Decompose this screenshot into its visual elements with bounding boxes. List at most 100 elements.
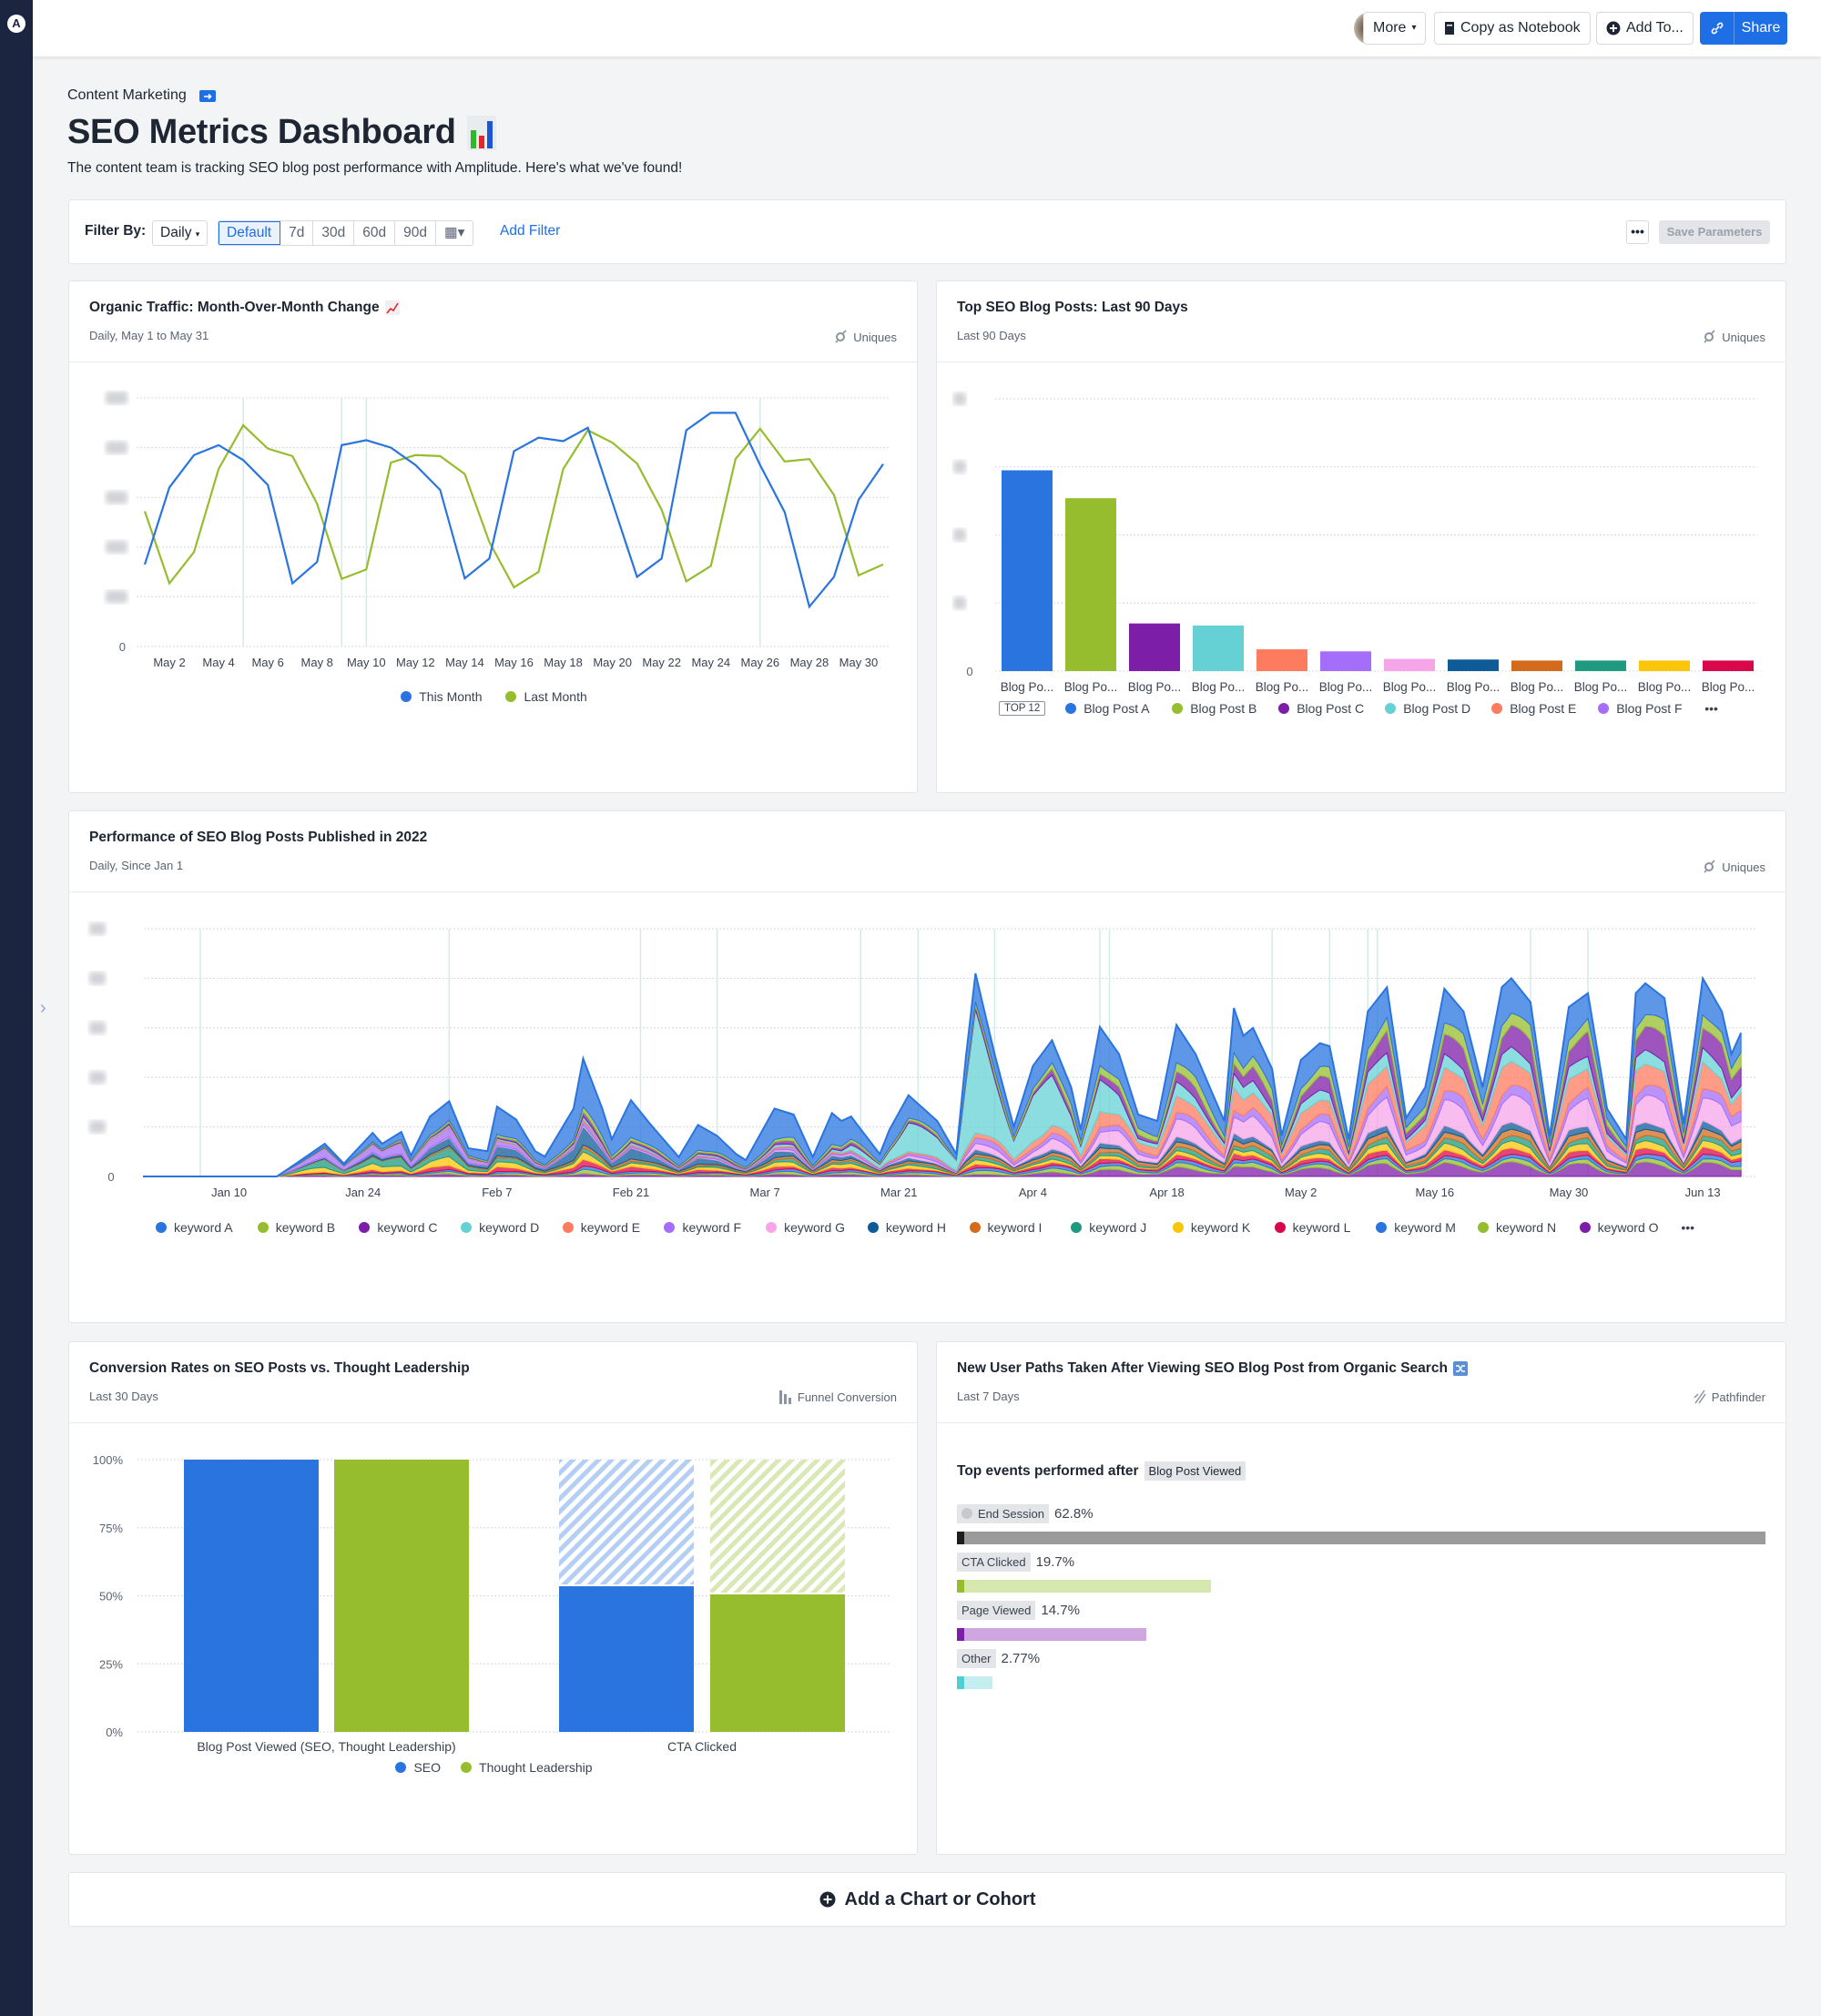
y-tick-label: 0 [119,640,126,654]
amplitude-logo-icon[interactable]: A [7,15,25,33]
range-option-30d[interactable]: 30d [313,221,355,245]
start-event-tag[interactable]: Blog Post Viewed [1144,1461,1246,1481]
event-row[interactable]: Page Viewed 14.7% [957,1601,1767,1641]
share-button[interactable]: Share [1700,12,1787,45]
legend-dot-icon [1477,1222,1489,1233]
x-tick-label: Jun 13 [1685,1186,1721,1199]
legend-item[interactable]: Blog Post C [1278,701,1385,716]
expand-sidebar-chevron-icon[interactable]: › [40,998,46,1018]
legend-item[interactable]: keyword G [766,1220,868,1235]
legend-item[interactable]: Blog Post F [1598,701,1704,716]
top-12-badge[interactable]: TOP 12 [999,701,1046,716]
interval-value: Daily [160,225,192,240]
bar [1703,660,1754,671]
card-subtitle: Last 7 Days [957,1390,1020,1403]
event-row[interactable]: Other 2.77% [957,1649,1767,1689]
event-name: Page Viewed [961,1604,1032,1617]
legend-item[interactable]: keyword L [1274,1220,1377,1235]
legend-item[interactable]: Blog Post E [1491,701,1598,716]
x-tick-label: May 2 [1285,1186,1317,1199]
x-tick-label: May 4 [202,656,234,669]
legend-dot-icon [1274,1222,1286,1233]
more-button[interactable]: More ▾ [1363,12,1427,45]
add-to-button[interactable]: Add To... [1596,12,1694,45]
add-chart-or-cohort-button[interactable]: Add a Chart or Cohort [68,1872,1786,1927]
folder-move-icon[interactable] [198,89,216,102]
card-title[interactable]: New User Paths Taken After Viewing SEO B… [957,1360,1468,1377]
y-tick-label: 75% [99,1522,123,1535]
plus-circle-icon [1606,21,1621,36]
x-tick-label: May 16 [1416,1186,1455,1199]
bar [1065,498,1116,671]
legend-item[interactable]: keyword I [969,1220,1072,1235]
card-title[interactable]: Performance of SEO Blog Posts Published … [89,830,428,845]
legend-item[interactable]: keyword C [359,1220,461,1235]
range-option-60d[interactable]: 60d [354,221,396,245]
event-bar-cap [957,1628,964,1641]
divider [69,361,917,362]
legend-item[interactable]: keyword F [664,1220,766,1235]
chart-increasing-emoji-icon [384,300,400,315]
add-filter-link[interactable]: Add Filter [500,223,561,239]
event-name-tag[interactable]: Page Viewed [957,1601,1036,1620]
legend-item[interactable]: keyword B [257,1220,360,1235]
legend-dot-icon [395,1762,407,1773]
event-row[interactable]: End Session 62.8% [957,1504,1767,1544]
legend-more-button[interactable]: ••• [1681,1220,1695,1235]
metric-type: Funnel Conversion [778,1390,897,1404]
range-option-90d[interactable]: 90d [395,221,436,245]
legend-more-button[interactable]: ••• [1704,701,1718,716]
y-tick-label: 100% [93,1453,124,1467]
legend-item[interactable]: keyword N [1477,1220,1580,1235]
legend-item[interactable]: keyword M [1376,1220,1478,1235]
save-parameters-button[interactable]: Save Parameters [1659,220,1770,244]
event-name-tag[interactable]: End Session [957,1504,1049,1523]
legend-item[interactable]: Last Month [505,689,587,704]
event-bar [957,1532,1767,1544]
legend-label: keyword G [784,1220,846,1235]
chevron-down-icon: ▾ [1411,23,1417,33]
legend-label: keyword E [580,1220,641,1235]
legend-item[interactable]: This Month [401,689,482,704]
event-row[interactable]: CTA Clicked 19.7% [957,1553,1767,1593]
event-bar [957,1628,1767,1641]
legend-item[interactable]: keyword K [1172,1220,1275,1235]
legend-item[interactable]: keyword O [1579,1220,1682,1235]
x-tick-label: Blog Po... [1128,680,1182,694]
calendar-dropdown[interactable]: ▦▾ [444,225,465,240]
legend-label: Thought Leadership [479,1760,593,1775]
legend-item[interactable]: keyword H [867,1220,970,1235]
event-name: Other [961,1652,992,1665]
card-organic-traffic: 0 May 2 May 4 May 6 May 8 May 10 May 12 May 14 M… [68,280,918,793]
legend-item[interactable]: Blog Post A [1065,701,1172,716]
more-options-button[interactable]: ••• [1626,220,1649,244]
filter-by-label: Filter By: [85,223,147,239]
event-bar-fill [957,1676,993,1689]
x-tick-label: Jan 10 [211,1186,247,1199]
x-tick-label: May 20 [593,656,632,669]
legend-item[interactable]: Blog Post B [1172,701,1278,716]
card-title[interactable]: Conversion Rates on SEO Posts vs. Though… [89,1360,470,1376]
legend-item[interactable]: keyword J [1071,1220,1173,1235]
legend-item[interactable]: keyword D [461,1220,563,1235]
event-name-tag[interactable]: Other [957,1649,996,1668]
copy-as-notebook-button[interactable]: Copy as Notebook [1434,12,1591,45]
uniques-icon [834,329,849,346]
range-option-7d[interactable]: 7d [280,221,314,245]
card-title[interactable]: Organic Traffic: Month-Over-Month Change [89,300,400,316]
event-name-tag[interactable]: CTA Clicked [957,1553,1031,1572]
legend-item[interactable]: Thought Leadership [461,1760,593,1775]
card-title[interactable]: Top SEO Blog Posts: Last 90 Days [957,300,1188,315]
range-option-default[interactable]: Default [219,221,281,245]
legend-item[interactable]: keyword E [562,1220,665,1235]
interval-dropdown[interactable]: Daily ▾ [152,220,209,246]
legend-item[interactable]: SEO [395,1760,441,1775]
metric-type: Pathfinder [1693,1390,1765,1404]
legend-item[interactable]: keyword A [156,1220,258,1235]
page-title: SEO Metrics Dashboard [67,113,496,152]
event-bar [957,1580,1767,1593]
legend-item[interactable]: Blog Post D [1385,701,1491,716]
card-title-text: New User Paths Taken After Viewing SEO B… [957,1360,1448,1376]
breadcrumb-space[interactable]: Content Marketing [67,87,187,103]
end-session-icon [961,1508,972,1519]
